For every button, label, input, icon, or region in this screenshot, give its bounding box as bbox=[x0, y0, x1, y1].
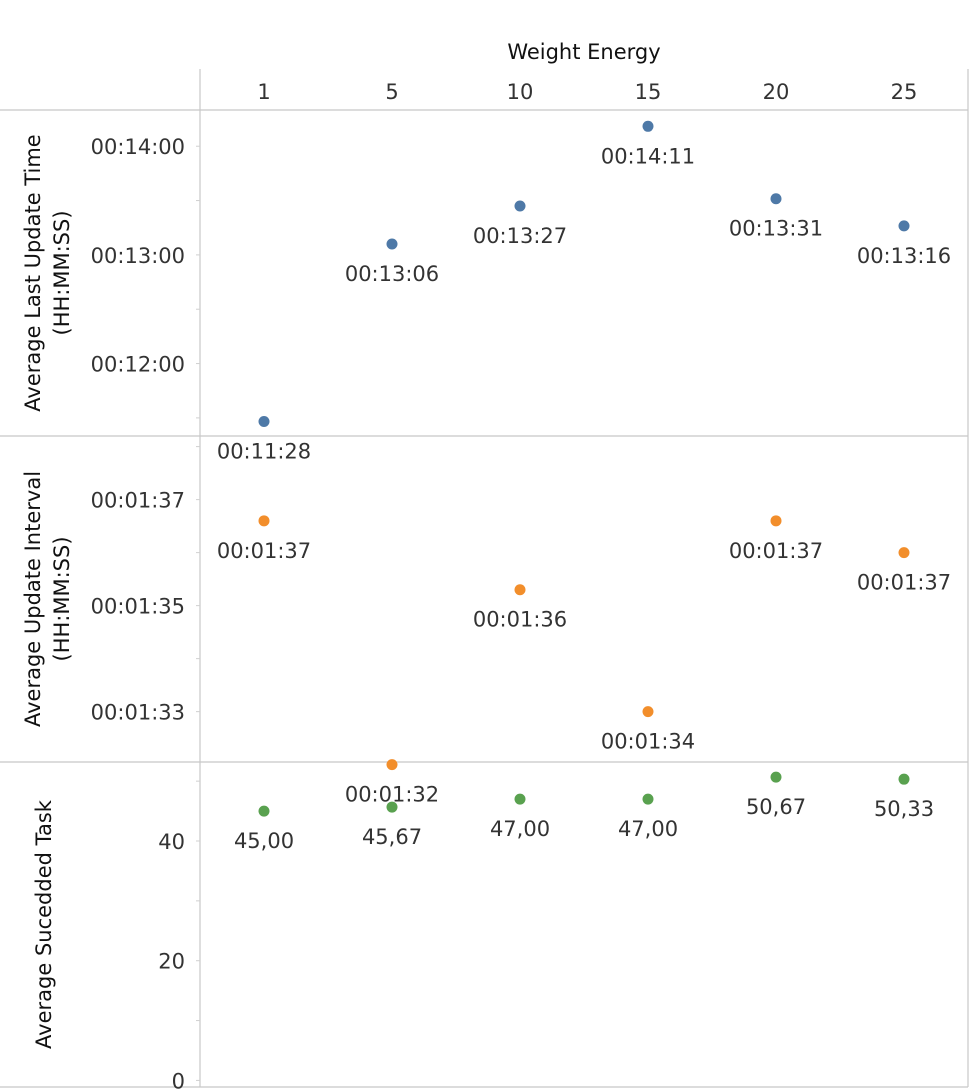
data-label: 00:14:11 bbox=[601, 144, 695, 168]
data-point bbox=[514, 584, 526, 596]
y-axis-title-line: Average Update Interval bbox=[21, 471, 45, 727]
data-point bbox=[386, 238, 398, 250]
y-axis-title-line: Average Last Update Time bbox=[21, 134, 45, 411]
chart-panel: 00:01:33 00:01:35 00:01:37 Average Update I… bbox=[21, 446, 951, 807]
y-axis-title-line: (HH:MM:SS) bbox=[50, 210, 74, 335]
data-point bbox=[770, 771, 782, 783]
data-label: 00:01:37 bbox=[729, 539, 823, 563]
data-point bbox=[514, 200, 526, 212]
data-label: 00:13:27 bbox=[473, 224, 567, 248]
y-tick-label: 00:12:00 bbox=[91, 353, 185, 377]
data-label: 00:11:28 bbox=[217, 440, 311, 464]
data-label: 00:01:37 bbox=[857, 571, 951, 595]
column-header-title: Weight Energy bbox=[507, 40, 660, 64]
data-point bbox=[386, 759, 398, 771]
data-label: 47,00 bbox=[618, 817, 678, 841]
data-point bbox=[898, 220, 910, 232]
x-tick-label: 1 bbox=[257, 80, 270, 104]
x-tick-label: 20 bbox=[763, 80, 790, 104]
y-tick-label: 0 bbox=[172, 1069, 185, 1090]
y-tick-label: 00:01:37 bbox=[91, 489, 185, 513]
x-tick-label: 10 bbox=[507, 80, 534, 104]
data-point bbox=[898, 773, 910, 785]
y-axis-title-line: (HH:MM:SS) bbox=[50, 536, 74, 661]
data-label: 47,00 bbox=[490, 817, 550, 841]
data-point bbox=[898, 547, 910, 559]
data-label: 00:13:31 bbox=[729, 217, 823, 241]
chart-panel: 00:12:00 00:13:00 00:14:00 Average Last Upd… bbox=[21, 120, 951, 464]
data-label: 00:01:34 bbox=[601, 730, 695, 754]
data-label: 50,67 bbox=[746, 795, 806, 819]
y-tick-label: 20 bbox=[158, 950, 185, 974]
y-tick-label: 40 bbox=[158, 830, 185, 854]
y-axis-title: Average Update Interval (HH:MM:SS) bbox=[21, 471, 74, 727]
data-point bbox=[642, 120, 654, 132]
data-label: 00:01:37 bbox=[217, 539, 311, 563]
y-tick-label: 00:14:00 bbox=[91, 135, 185, 159]
data-point bbox=[770, 193, 782, 205]
x-tick-label: 25 bbox=[891, 80, 918, 104]
y-axis-title: Average Sucedded Task bbox=[32, 799, 56, 1049]
data-point bbox=[258, 515, 270, 527]
data-point bbox=[642, 706, 654, 718]
data-point bbox=[514, 793, 526, 805]
data-point bbox=[642, 793, 654, 805]
data-label: 45,67 bbox=[362, 825, 422, 849]
data-label: 00:13:06 bbox=[345, 262, 439, 286]
y-tick-label: 00:13:00 bbox=[91, 244, 185, 268]
data-label: 45,00 bbox=[234, 829, 294, 853]
y-axis-title-line: Average Sucedded Task bbox=[32, 799, 56, 1049]
chart-panel: 0 20 40 Average Sucedded Task 45,00 45,67 47,0… bbox=[32, 771, 934, 1090]
data-label: 00:01:36 bbox=[473, 608, 567, 632]
x-tick-label: 5 bbox=[385, 80, 398, 104]
x-tick-label: 15 bbox=[635, 80, 662, 104]
data-label: 00:13:16 bbox=[857, 244, 951, 268]
data-point bbox=[258, 805, 270, 817]
data-label: 50,33 bbox=[874, 797, 934, 821]
y-axis-title: Average Last Update Time (HH:MM:SS) bbox=[21, 134, 74, 411]
data-point bbox=[386, 801, 398, 813]
data-point bbox=[258, 416, 270, 428]
y-tick-label: 00:01:35 bbox=[91, 595, 185, 619]
data-point bbox=[770, 515, 782, 527]
y-tick-label: 00:01:33 bbox=[91, 701, 185, 725]
